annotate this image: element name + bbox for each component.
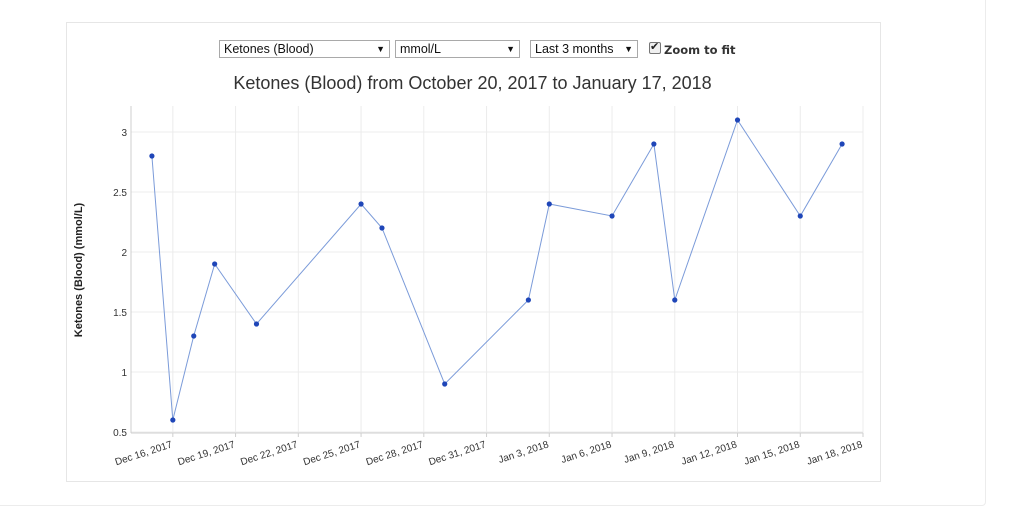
y-tick-label: 2.5: [113, 188, 127, 199]
data-point: [170, 417, 176, 423]
data-point: [734, 117, 741, 123]
x-tick-label: Jan 9, 2018: [623, 439, 677, 466]
x-tick-label: Dec 25, 2017: [302, 439, 362, 468]
data-point: [609, 213, 615, 219]
data-point: [253, 321, 260, 327]
measure-select[interactable]: Ketones (Blood) ▼: [219, 40, 390, 58]
x-tick-label: Jan 18, 2018: [806, 439, 865, 467]
y-tick-label: 1.5: [113, 308, 127, 319]
range-select-value: Last 3 months: [535, 42, 614, 56]
dropdown-arrow-icon: ▼: [506, 44, 515, 54]
x-tick-label: Jan 6, 2018: [560, 439, 614, 466]
series-line: [151, 118, 843, 421]
chart-title: Ketones (Blood) from October 20, 2017 to…: [233, 73, 712, 93]
data-point: [672, 297, 678, 303]
y-axis-label: Ketones (Blood) (mmol/L): [73, 202, 85, 337]
data-point: [212, 261, 218, 267]
data-point: [379, 225, 385, 231]
x-tick-label: Dec 16, 2017: [114, 439, 174, 468]
unit-select-value: mmol/L: [400, 42, 441, 56]
y-tick-label: 2: [121, 248, 127, 259]
range-select[interactable]: Last 3 months ▼: [530, 40, 638, 58]
dropdown-arrow-icon: ▼: [624, 44, 633, 54]
data-point: [191, 333, 197, 339]
x-tick-label: Dec 31, 2017: [427, 439, 487, 468]
data-point: [797, 213, 803, 219]
data-point: [525, 297, 531, 303]
data-point: [149, 153, 155, 159]
y-tick-label: 0.5: [113, 428, 127, 439]
x-tick-label: Jan 3, 2018: [497, 439, 551, 466]
zoom-to-fit-label: Zoom to fit: [664, 43, 736, 57]
x-tick-label: Jan 15, 2018: [743, 439, 802, 467]
data-point: [651, 141, 657, 147]
y-tick-label: 1: [121, 368, 127, 379]
checkmark-icon: ✔: [650, 41, 660, 53]
measure-select-value: Ketones (Blood): [224, 42, 314, 56]
data-point: [358, 201, 364, 207]
x-tick-label: Dec 19, 2017: [177, 439, 237, 468]
zoom-to-fit-checkbox[interactable]: ✔: [649, 41, 661, 54]
x-tick-label: Dec 22, 2017: [239, 439, 299, 468]
unit-select[interactable]: mmol/L ▼: [395, 40, 520, 58]
x-tick-label: Jan 12, 2018: [680, 439, 739, 467]
y-tick-label: 3: [121, 128, 127, 139]
dropdown-arrow-icon: ▼: [376, 44, 385, 54]
data-point: [442, 381, 448, 387]
data-point: [546, 201, 552, 207]
data-point: [839, 141, 845, 147]
x-tick-label: Dec 28, 2017: [365, 439, 425, 468]
